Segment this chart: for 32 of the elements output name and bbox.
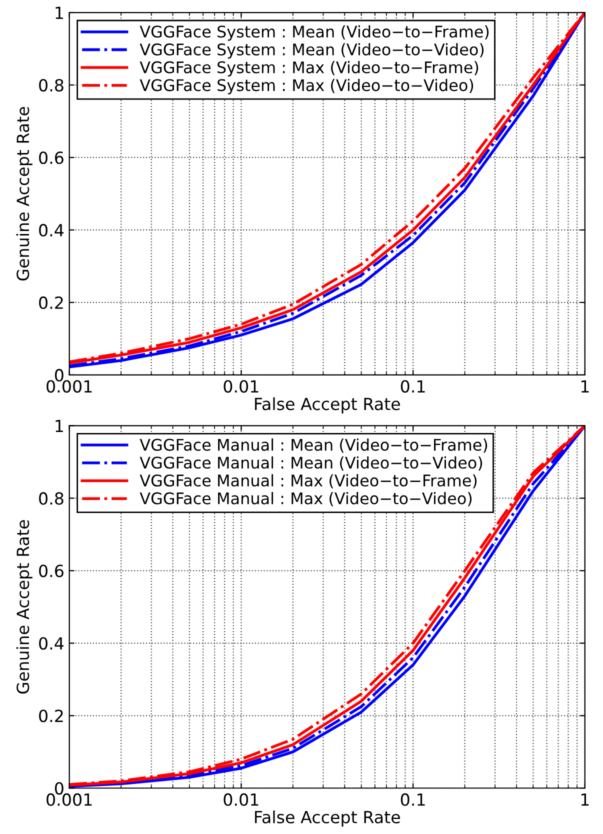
- y-tick-label: 0: [54, 368, 64, 382]
- legend-label: VGGFace System : Max (Video−to−Video): [140, 78, 474, 94]
- legend-label: VGGFace Manual : Max (Video−to−Video): [140, 492, 472, 506]
- legend-label: VGGFace Manual : Mean (Video−to−Video): [140, 456, 482, 471]
- x-tick-label: 0.01: [224, 380, 258, 393]
- y-tick-label: 0.8: [39, 492, 64, 505]
- x-tick-label: 1: [581, 794, 589, 806]
- y-tick-label: 0.2: [39, 710, 63, 722]
- y-tick-label: 0: [54, 782, 64, 795]
- y-axis-title: Genuine Accept Rate: [16, 520, 32, 694]
- x-axis-title: False Accept Rate: [255, 397, 400, 414]
- x-tick-label: 0.001: [46, 793, 92, 806]
- legend-label: VGGFace System : Mean (Video−to−Video): [140, 43, 484, 59]
- y-axis-title: Genuine Accept Rate: [16, 106, 32, 280]
- x-tick-label: 0.001: [46, 380, 92, 393]
- y-tick-label: 0.4: [39, 224, 64, 237]
- x-tick-label: 1: [581, 380, 589, 392]
- y-tick-label: 1: [56, 6, 63, 19]
- x-tick-label: 0.1: [400, 380, 425, 393]
- legend-label: VGGFace Manual : Mean (Video−to−Frame): [140, 438, 488, 453]
- y-tick-label: 1: [56, 420, 63, 432]
- y-tick-label: 0.6: [39, 151, 64, 164]
- y-tick-label: 0.4: [39, 637, 64, 650]
- legend-label: VGGFace System : Mean (Video−to−Frame): [140, 25, 489, 41]
- legend-label: VGGFace Manual : Max (Video−to−Frame): [140, 474, 477, 488]
- y-tick-label: 0.6: [39, 564, 64, 578]
- x-tick-label: 0.01: [224, 793, 258, 806]
- y-tick-label: 0.2: [39, 296, 63, 310]
- legend-label: VGGFace System : Max (Video−to−Frame): [140, 60, 478, 76]
- x-axis-title: False Accept Rate: [255, 810, 400, 827]
- y-tick-label: 0.8: [39, 78, 64, 92]
- x-tick-label: 0.1: [400, 793, 425, 806]
